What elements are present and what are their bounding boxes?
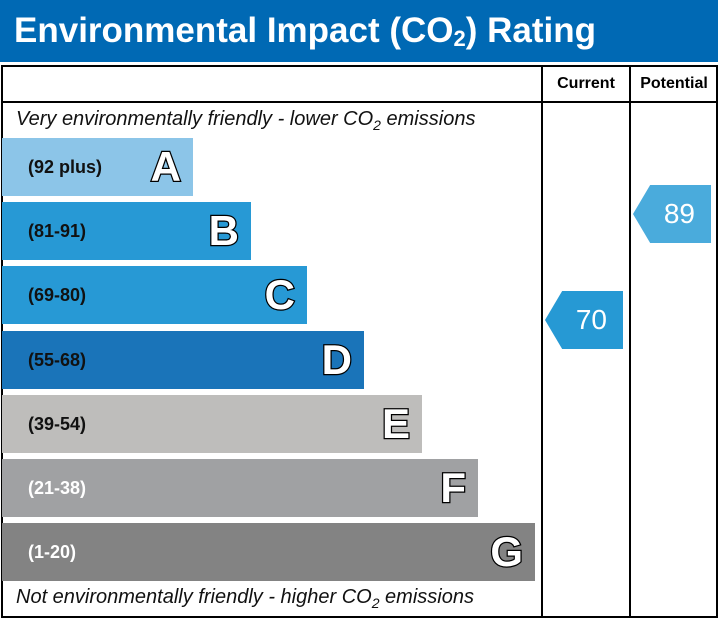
band-c: (69-80) C [2, 266, 307, 324]
band-range: (55-68) [28, 350, 87, 370]
header-current: Current [557, 75, 615, 92]
header-divider [1, 101, 718, 103]
potential-rating-arrow: 89 [633, 185, 711, 243]
band-letter: D [320, 335, 353, 385]
band-letter: G [489, 527, 524, 577]
current-rating-arrow: 70 [545, 291, 623, 349]
band-range: (21-38) [28, 478, 87, 498]
column-divider [629, 65, 631, 618]
band-letter: E [381, 399, 412, 449]
band-letter: F [439, 463, 467, 513]
band-f: (21-38) F [2, 459, 478, 517]
band-g: (1-20) G [2, 523, 535, 581]
band-range: (69-80) [28, 285, 87, 305]
band-range: (92 plus) [28, 157, 103, 177]
band-b: (81-91) B [2, 202, 251, 260]
band-e: (39-54) E [2, 395, 422, 453]
header-potential: Potential [640, 75, 708, 92]
band-d: (55-68) D [2, 331, 364, 389]
top-note: Very environmentally friendly - lower CO… [16, 108, 476, 133]
band-range: (39-54) [28, 414, 87, 434]
bottom-note: Not environmentally friendly - higher CO… [16, 586, 474, 611]
band-range: (81-91) [28, 221, 87, 241]
column-divider [541, 65, 543, 618]
band-a: (92 plus) A [2, 138, 193, 196]
band-letter: C [263, 270, 296, 320]
page-title: Environmental Impact (CO2) Rating [0, 0, 718, 62]
band-letter: B [207, 206, 240, 256]
band-range: (1-20) [28, 542, 77, 562]
band-letter: A [149, 142, 182, 192]
